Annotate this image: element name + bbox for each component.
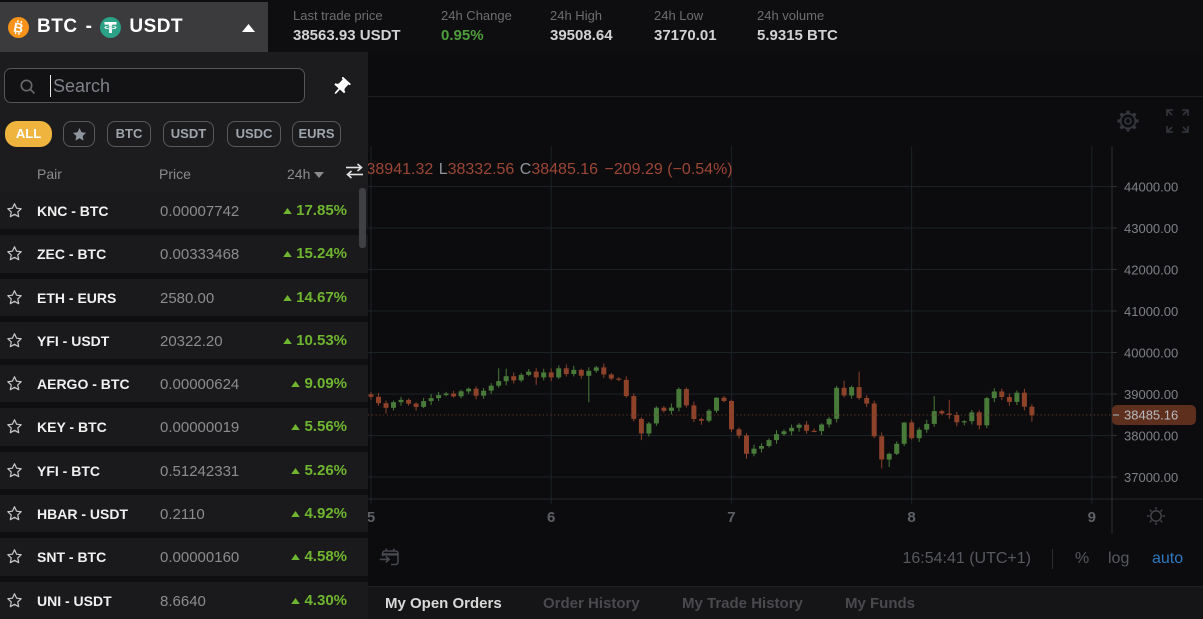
svg-text:38000.00: 38000.00 bbox=[1124, 429, 1178, 444]
svg-text:42000.00: 42000.00 bbox=[1124, 263, 1178, 278]
svg-text:38941.32 L38332.56 C38485.16 −: 38941.32 L38332.56 C38485.16 −209.29 (−0… bbox=[367, 161, 733, 178]
svg-text:37000.00: 37000.00 bbox=[1124, 470, 1178, 485]
svg-text:7: 7 bbox=[727, 509, 735, 526]
svg-text:5: 5 bbox=[367, 509, 375, 526]
svg-text:6: 6 bbox=[547, 509, 555, 526]
svg-text:41000.00: 41000.00 bbox=[1124, 304, 1178, 319]
svg-text:38485.16: 38485.16 bbox=[1124, 408, 1178, 423]
svg-text:9: 9 bbox=[1088, 509, 1096, 526]
svg-text:43000.00: 43000.00 bbox=[1124, 221, 1178, 236]
svg-text:40000.00: 40000.00 bbox=[1124, 346, 1178, 361]
svg-text:8: 8 bbox=[907, 509, 915, 526]
svg-text:B: B bbox=[12, 19, 25, 36]
svg-text:39000.00: 39000.00 bbox=[1124, 387, 1178, 402]
svg-text:44000.00: 44000.00 bbox=[1124, 180, 1178, 195]
